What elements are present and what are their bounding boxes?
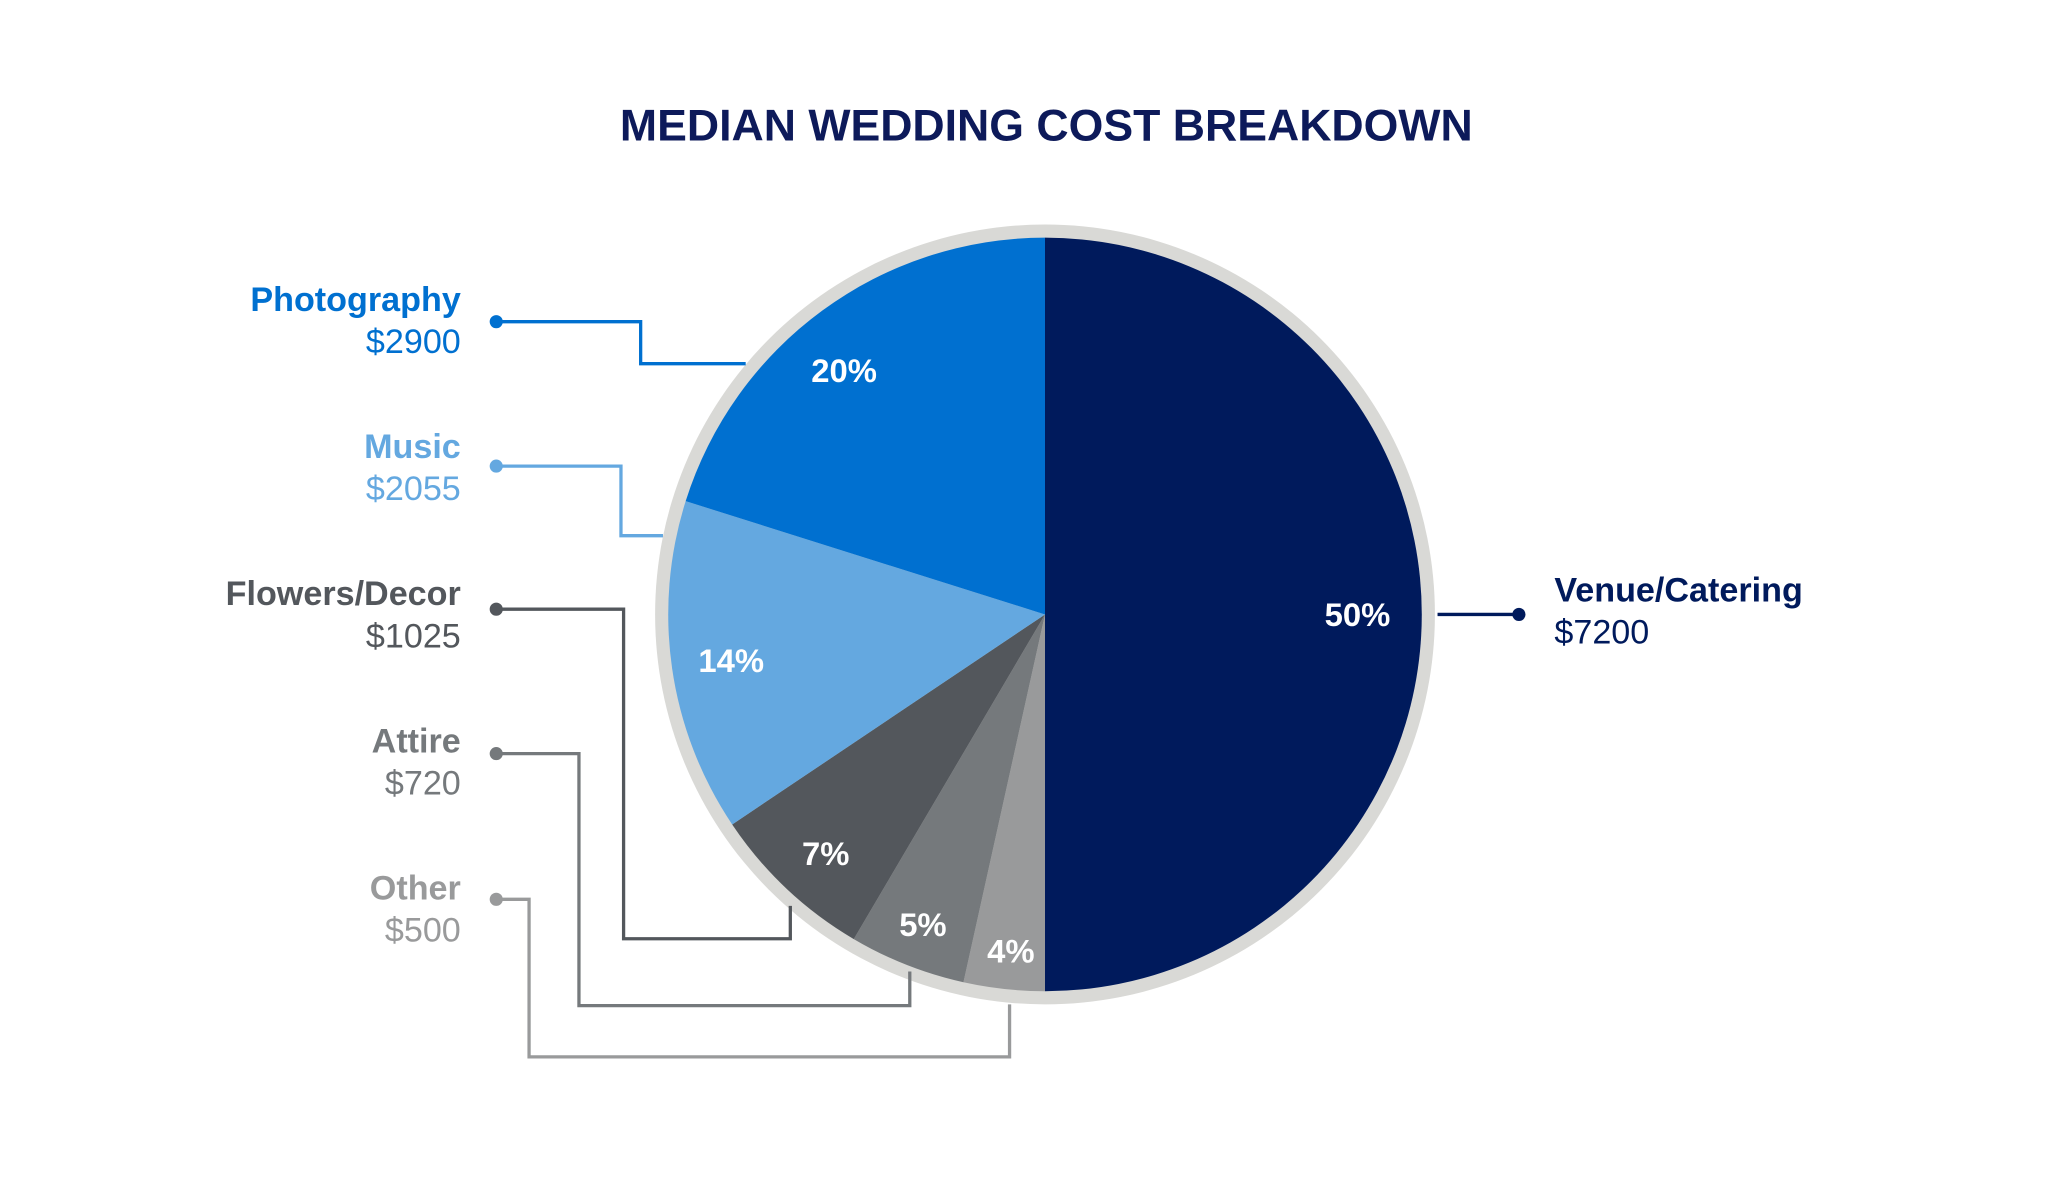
pie-slice-flowers-decor xyxy=(732,614,1046,940)
value-label-music: $2055 xyxy=(366,470,461,508)
leader-line-photography xyxy=(496,320,746,366)
value-label-attire: $720 xyxy=(385,764,461,802)
percent-label-attire: 5% xyxy=(899,906,946,943)
leader-line-attire xyxy=(496,751,912,1008)
leader-line-flowers-decor xyxy=(496,607,792,941)
pie-slice-venue-catering xyxy=(1045,237,1422,992)
category-label-photography: Photography xyxy=(250,281,460,319)
leader-dot-venue-catering xyxy=(1512,607,1526,622)
pie-slice-music xyxy=(668,501,1046,825)
pie-slice-attire xyxy=(853,614,1046,983)
leader-dot-other xyxy=(489,892,503,906)
leader-dot-music xyxy=(489,459,503,473)
percent-label-music: 14% xyxy=(698,642,764,679)
value-label-other: $500 xyxy=(385,911,461,949)
leader-line-music xyxy=(496,464,663,538)
category-label-venue-catering: Venue/Catering xyxy=(1554,571,1802,609)
percent-label-venue-catering: 50% xyxy=(1325,596,1391,633)
category-label-music: Music xyxy=(364,428,461,466)
leader-dot-flowers-decor xyxy=(489,602,503,616)
leader-dot-photography xyxy=(489,315,503,329)
category-label-other: Other xyxy=(370,869,461,907)
chart-title: MEDIAN WEDDING COST BREAKDOWN xyxy=(620,102,1473,151)
category-label-flowers-decor: Flowers/Decor xyxy=(226,575,461,613)
percent-label-flowers-decor: 7% xyxy=(802,835,849,872)
leader-line-other xyxy=(496,897,1012,1059)
pie-slice-photography xyxy=(685,237,1046,615)
value-label-venue-catering: $7200 xyxy=(1554,613,1649,651)
percent-label-photography: 20% xyxy=(811,352,877,389)
percent-label-other: 4% xyxy=(987,932,1034,969)
value-label-flowers-decor: $1025 xyxy=(366,617,461,655)
pie-slice-other xyxy=(963,614,1046,992)
leader-dot-attire xyxy=(489,747,503,761)
category-label-attire: Attire xyxy=(372,722,461,760)
value-label-photography: $2900 xyxy=(366,323,461,361)
